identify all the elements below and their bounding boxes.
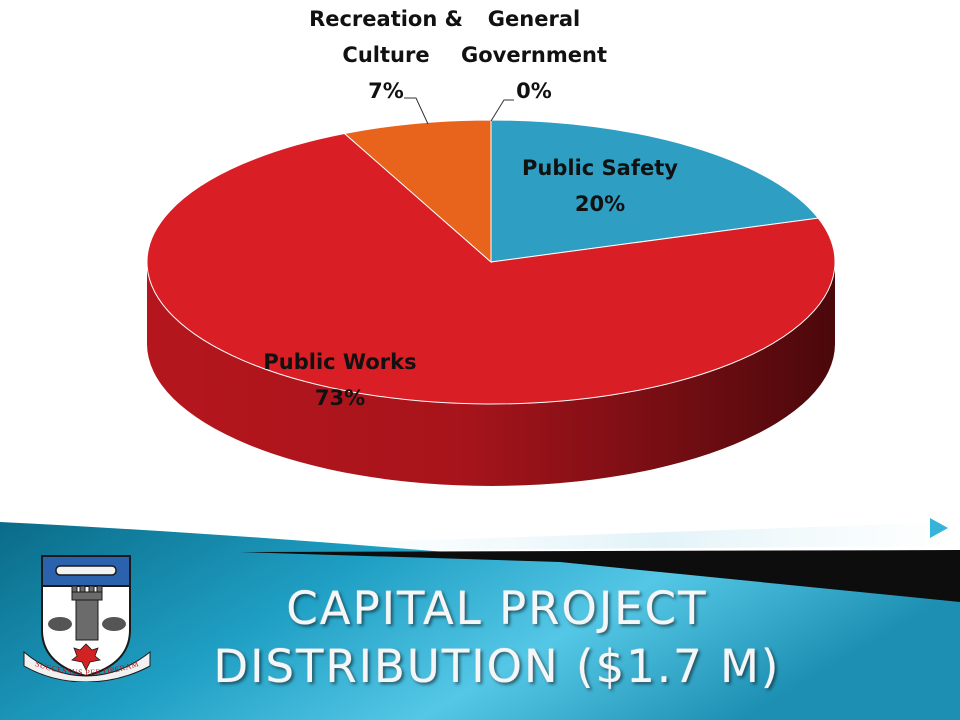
slice-label-general-government: General Government 0% bbox=[446, 1, 622, 109]
crest-beaver-left bbox=[48, 617, 72, 631]
slice-label-line: Public Works bbox=[263, 350, 417, 374]
municipal-crest: SUCCESSUS PER OPERAM bbox=[23, 555, 151, 682]
leader-line-general-government bbox=[490, 99, 514, 122]
crest-bar bbox=[55, 565, 117, 576]
pie-chart bbox=[146, 97, 836, 486]
crest-motto-scroll bbox=[23, 650, 151, 682]
slice-label-public-safety: Public Safety 20% bbox=[512, 150, 688, 222]
band-shine bbox=[200, 522, 960, 550]
slice-label-line: Government bbox=[460, 43, 607, 67]
pie-slice-public-safety bbox=[490, 119, 820, 263]
crest-tower bbox=[71, 585, 103, 641]
pie-slice-public-works bbox=[146, 132, 836, 405]
slice-label-line: Recreation & bbox=[309, 7, 463, 31]
band-shape bbox=[0, 522, 960, 720]
slice-label-line: 73% bbox=[314, 386, 366, 410]
slide-title: CAPITAL PROJECT DISTRIBUTION ($1.7 M) bbox=[172, 580, 822, 696]
leader-line-recreation-culture bbox=[404, 97, 429, 125]
slice-label-line: Culture bbox=[342, 43, 430, 67]
slide-title-line: CAPITAL PROJECT bbox=[286, 582, 708, 635]
slice-label-public-works: Public Works 73% bbox=[245, 344, 435, 416]
slice-label-line: 20% bbox=[574, 192, 626, 216]
pie-side-wall bbox=[147, 262, 835, 486]
slice-label-line: General bbox=[487, 7, 581, 31]
slide-title-line: DISTRIBUTION ($1.7 M) bbox=[213, 640, 781, 693]
footer-band bbox=[0, 518, 960, 720]
slice-label-line: Public Safety bbox=[522, 156, 678, 180]
crest-beaver-right bbox=[102, 617, 126, 631]
band-dark-sweep bbox=[240, 550, 960, 602]
bullet-arrow bbox=[930, 518, 948, 538]
slice-label-recreation-culture: Recreation & Culture 7% bbox=[300, 1, 472, 109]
crest-maple-leaf bbox=[71, 643, 101, 671]
slice-label-line: 0% bbox=[516, 79, 552, 103]
pie-slice-recreation-culture bbox=[343, 119, 492, 264]
slice-label-line: 7% bbox=[368, 79, 404, 103]
